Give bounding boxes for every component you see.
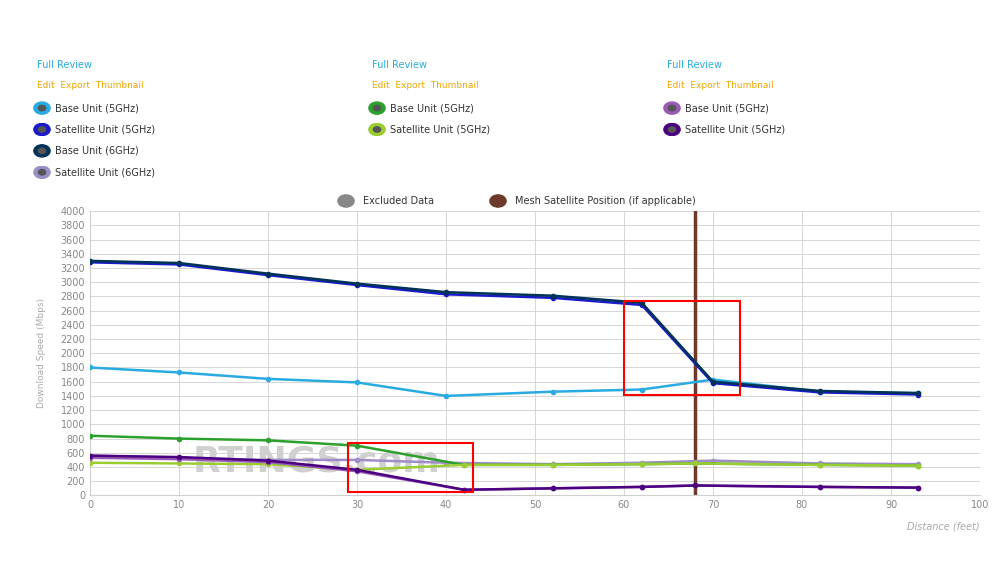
Text: X: X: [974, 20, 982, 30]
Text: Edit  Export  Thumbnail: Edit Export Thumbnail: [372, 81, 479, 90]
Bar: [348, 443, 473, 491]
Text: Satellite Unit (5GHz): Satellite Unit (5GHz): [390, 124, 490, 135]
Text: RTINGS.com: RTINGS.com: [192, 444, 440, 479]
Bar: [624, 301, 740, 395]
Text: Base Unit (6GHz): Base Unit (6GHz): [55, 146, 139, 156]
Circle shape: [38, 105, 46, 111]
Circle shape: [338, 195, 354, 207]
Circle shape: [369, 102, 385, 114]
Circle shape: [34, 102, 50, 114]
Text: Edit  Export  Thumbnail: Edit Export Thumbnail: [37, 81, 144, 90]
Text: Base Unit (5GHz): Base Unit (5GHz): [685, 103, 769, 113]
Circle shape: [668, 127, 676, 132]
Text: ▼: ▼: [950, 20, 957, 30]
Circle shape: [38, 127, 46, 132]
Text: ▼: ▼: [593, 20, 600, 30]
Text: eero Max 7: eero Max 7: [13, 19, 91, 32]
Text: TP-Link Deco X5000: TP-Link Deco X5000: [366, 19, 506, 32]
Circle shape: [34, 166, 50, 178]
Circle shape: [373, 127, 381, 132]
Circle shape: [34, 145, 50, 157]
Text: Mesh Satellite Position (if applicable): Mesh Satellite Position (if applicable): [515, 196, 696, 206]
Text: Full Review: Full Review: [372, 60, 427, 70]
Text: Excluded Data: Excluded Data: [363, 196, 434, 206]
Text: Full Review: Full Review: [37, 60, 92, 70]
Text: X: X: [612, 20, 619, 30]
Text: Satellite Unit (6GHz): Satellite Unit (6GHz): [55, 167, 155, 177]
Text: X: X: [308, 20, 316, 30]
Text: Satellite Unit (5GHz): Satellite Unit (5GHz): [55, 124, 155, 135]
Circle shape: [664, 102, 680, 114]
Text: ▼: ▼: [285, 20, 293, 30]
Circle shape: [664, 123, 680, 136]
Circle shape: [38, 148, 46, 154]
Text: Distance (feet): Distance (feet): [907, 521, 980, 531]
Text: Download Speed (Mbps): Download Speed (Mbps): [37, 298, 46, 408]
Text: TP-Link Deco M4: TP-Link Deco M4: [662, 19, 778, 32]
Text: Edit  Export  Thumbnail: Edit Export Thumbnail: [667, 81, 774, 90]
Text: Base Unit (5GHz): Base Unit (5GHz): [390, 103, 474, 113]
Text: Base Unit (5GHz): Base Unit (5GHz): [55, 103, 139, 113]
Circle shape: [668, 105, 676, 111]
Circle shape: [369, 123, 385, 136]
Circle shape: [373, 105, 381, 111]
Text: Full Review: Full Review: [667, 60, 722, 70]
Text: Satellite Unit (5GHz): Satellite Unit (5GHz): [685, 124, 785, 135]
Circle shape: [490, 195, 506, 207]
Circle shape: [34, 123, 50, 136]
Circle shape: [38, 169, 46, 175]
